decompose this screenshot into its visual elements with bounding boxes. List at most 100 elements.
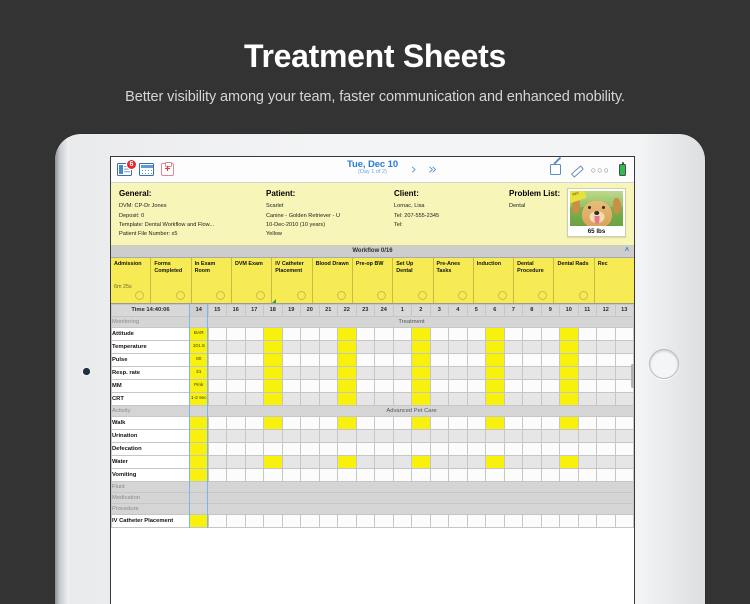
workflow-step[interactable]: Forms Completed [151,257,192,303]
grid-cell[interactable] [244,428,264,443]
grid-cell[interactable] [300,428,320,443]
workflow-step-checkbox[interactable] [336,290,346,300]
grid-cell[interactable] [429,415,449,430]
grid-cell[interactable]: 21 [189,365,209,380]
grid-cell[interactable] [577,326,597,341]
grid-column-header[interactable]: 15 [207,303,227,317]
grid-cell[interactable] [485,365,505,380]
grid-cell[interactable] [485,339,505,354]
workflow-step-checkbox[interactable] [256,290,266,300]
grid-cell[interactable] [429,365,449,380]
grid-cell[interactable] [614,467,634,482]
grid-cell[interactable] [263,415,283,430]
grid-cell[interactable] [596,352,616,367]
grid-cell[interactable]: 80 [189,352,209,367]
grid-cell[interactable]: 101.5 [189,339,209,354]
grid-column-header[interactable]: 3 [429,303,449,317]
grid-cell[interactable] [300,378,320,393]
grid-cell[interactable] [522,454,542,469]
grid-cell[interactable] [207,391,227,406]
grid-cell[interactable] [392,454,412,469]
grid-cell[interactable] [411,441,431,456]
grid-cell[interactable] [355,352,375,367]
grid-column-header[interactable]: 5 [466,303,486,317]
grid-cell[interactable] [577,428,597,443]
grid-cell[interactable] [355,378,375,393]
grid-cell[interactable] [448,352,468,367]
grid-cell[interactable] [596,441,616,456]
skip-forward-button[interactable]: » [428,160,438,178]
grid-cell[interactable] [337,352,357,367]
grid-cell[interactable] [281,415,301,430]
grid-cell[interactable] [411,428,431,443]
grid-cell[interactable] [614,513,634,528]
grid-cell[interactable] [614,415,634,430]
grid-column-header[interactable]: 9 [540,303,560,317]
grid-cell[interactable] [207,365,227,380]
grid-cell[interactable] [189,454,209,469]
grid-section-label[interactable]: Procedure [111,502,190,515]
grid-section-label[interactable]: Medication [111,491,190,504]
grid-cell[interactable] [596,391,616,406]
grid-cell[interactable] [226,391,246,406]
grid-cell[interactable] [466,513,486,528]
workflow-step[interactable]: Admission 6m 25s [111,257,152,303]
grid-cell[interactable] [392,391,412,406]
grid-cell[interactable] [559,454,579,469]
grid-cell[interactable] [614,326,634,341]
grid-cell[interactable] [337,378,357,393]
grid-column-header[interactable]: 17 [244,303,264,317]
grid-cell[interactable] [374,378,394,393]
grid-cell[interactable] [374,415,394,430]
grid-cell[interactable] [429,326,449,341]
workflow-step-checkbox[interactable] [578,290,588,300]
grid-cell[interactable] [337,339,357,354]
grid-cell[interactable] [503,415,523,430]
grid-cell[interactable] [485,428,505,443]
more-icon[interactable]: ○○○ [590,164,610,175]
grid-cell[interactable] [355,428,375,443]
grid-cell[interactable] [466,326,486,341]
pencil-icon[interactable] [570,164,582,176]
grid-cell[interactable] [189,428,209,443]
grid-cell[interactable] [207,339,227,354]
grid-cell[interactable] [485,326,505,341]
grid-cell[interactable] [355,454,375,469]
grid-cell[interactable] [337,513,357,528]
grid-cell[interactable] [448,467,468,482]
grid-cell[interactable] [577,391,597,406]
grid-cell[interactable] [522,415,542,430]
grid-cell[interactable] [503,365,523,380]
grid-cell[interactable] [448,441,468,456]
grid-cell[interactable] [263,326,283,341]
grid-cell[interactable] [448,391,468,406]
grid-cell[interactable] [300,467,320,482]
grid-cell[interactable] [522,428,542,443]
grid-cell[interactable] [392,428,412,443]
grid-cell[interactable] [263,513,283,528]
grid-cell[interactable] [559,415,579,430]
grid-cell[interactable] [411,339,431,354]
grid-cell[interactable] [559,513,579,528]
grid-column-header[interactable]: 22 [337,303,357,317]
grid-cell[interactable] [355,391,375,406]
grid-cell[interactable] [337,365,357,380]
grid-cell[interactable] [577,454,597,469]
grid-cell[interactable] [281,352,301,367]
workflow-step-checkbox[interactable] [175,290,185,300]
workflow-step-checkbox[interactable] [538,290,548,300]
grid-column-header[interactable]: 24 [374,303,394,317]
grid-cell[interactable] [540,391,560,406]
grid-cell[interactable] [559,339,579,354]
grid-column-header[interactable]: 1 [392,303,412,317]
grid-cell[interactable] [577,352,597,367]
grid-cell[interactable] [485,352,505,367]
grid-cell[interactable] [411,415,431,430]
grid-cell[interactable] [448,326,468,341]
grid-cell[interactable] [596,378,616,393]
grid-cell[interactable] [374,326,394,341]
grid-cell[interactable] [466,378,486,393]
grid-column-header[interactable]: 12 [596,303,616,317]
scrollbar-thumb[interactable] [631,363,634,388]
grid-cell[interactable] [448,365,468,380]
